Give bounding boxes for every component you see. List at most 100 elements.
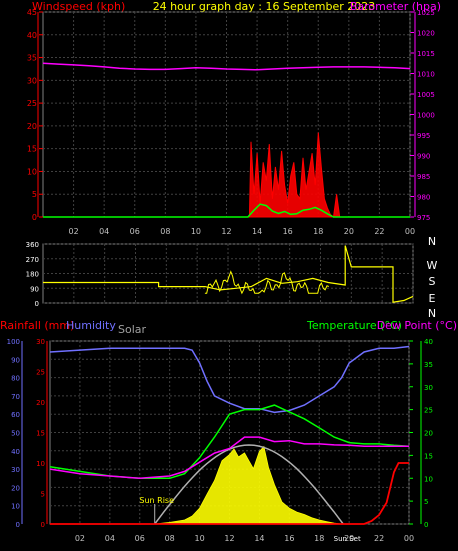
windspeed-tick-label: 45 (27, 8, 37, 17)
rain-tick-label: 0 (41, 521, 45, 529)
x-tick-label: 02 (75, 534, 85, 543)
rain-tick-label: 10 (36, 460, 45, 468)
windspeed-tick-label: 20 (27, 122, 37, 131)
humidity-tick-label: 10 (11, 503, 20, 511)
temperature-tick-label: 35 (424, 361, 433, 369)
humidity-tick-label: 60 (11, 411, 20, 419)
barometer-tick-label: 1025 (417, 9, 435, 17)
windspeed-series (43, 132, 410, 218)
x-tick-label: 14 (254, 534, 264, 543)
direction-variability-series (204, 270, 329, 295)
compass-label: E (429, 292, 436, 305)
direction-tick-label: 180 (26, 271, 39, 279)
temperature-tick-label: 20 (424, 430, 433, 438)
x-tick-label: 04 (105, 534, 115, 543)
barometer-tick-label: 1020 (417, 30, 435, 38)
x-tick-label: 20 (344, 534, 354, 543)
compass-label: N (428, 307, 436, 320)
rainfall-axis-label: Rainfall (mm) (0, 319, 74, 332)
barometer-axis-label: Barometer (hpa) (350, 0, 441, 13)
temperature-tick-label: 40 (424, 338, 433, 346)
rain-tick-label: 5 (41, 491, 45, 499)
dewpoint-series (49, 436, 409, 480)
chart-title: 24 hour graph day : 16 September 2023 (153, 0, 376, 13)
windspeed-axis-label: Windspeed (kph) (32, 0, 125, 13)
barometer-tick-label: 995 (417, 132, 430, 140)
temperature-tick-label: 5 (424, 498, 428, 506)
x-tick-label: 00 (405, 227, 415, 236)
x-tick-label: 18 (314, 534, 324, 543)
compass-label: W (427, 259, 438, 272)
x-tick-label: 16 (284, 534, 294, 543)
humidity-tick-label: 50 (11, 430, 20, 438)
windspeed-tick-label: 40 (27, 31, 37, 40)
windspeed-tick-label: 25 (27, 99, 37, 108)
temperature-tick-label: 0 (424, 521, 428, 529)
x-tick-label: 08 (165, 534, 175, 543)
windspeed-tick-label: 30 (27, 76, 37, 85)
barometer-tick-label: 1015 (417, 50, 435, 58)
temperature-axis-label: Temperature (°C) (306, 319, 402, 332)
humidity-tick-label: 30 (11, 466, 20, 474)
solar-series (154, 445, 342, 525)
direction-series (43, 245, 414, 303)
x-tick-label: 06 (130, 227, 140, 236)
barometer-tick-label: 1005 (417, 91, 435, 99)
wind-barometer-plot: 0510152025303540459759809859909951000100… (27, 8, 435, 236)
x-tick-label: 10 (194, 534, 204, 543)
x-tick-label: 20 (344, 227, 354, 236)
humidity-axis-label: Humidity (66, 319, 116, 332)
humidity-series (49, 345, 410, 414)
humidity-tick-label: 80 (11, 375, 20, 383)
sun-curve-series (154, 444, 344, 525)
humidity-tick-label: 20 (11, 484, 20, 492)
temperature-humidity-plot: 0102030405060708090100051015202530051015… (7, 338, 433, 543)
barometer-tick-label: 985 (417, 173, 430, 181)
x-tick-label: 18 (313, 227, 323, 236)
barometer-series (42, 62, 411, 71)
humidity-tick-label: 40 (11, 448, 20, 456)
dewpoint-axis-label: Dew Point (°C) (377, 319, 457, 332)
rainfall-series (50, 462, 409, 525)
compass-label: S (429, 275, 436, 288)
x-tick-label: 00 (404, 534, 414, 543)
barometer-tick-label: 975 (417, 214, 430, 222)
barometer-tick-label: 990 (417, 153, 430, 161)
direction-tick-label: 270 (26, 256, 39, 264)
humidity-tick-label: 0 (16, 521, 20, 529)
wind-average-series (43, 203, 410, 218)
windspeed-tick-label: 35 (27, 54, 37, 63)
direction-tick-label: 0 (35, 300, 39, 308)
windspeed-tick-label: 0 (32, 213, 37, 222)
humidity-tick-label: 70 (11, 393, 20, 401)
compass-label: N (428, 235, 436, 248)
barometer-tick-label: 980 (417, 194, 430, 202)
barometer-tick-label: 1010 (417, 71, 435, 79)
windspeed-tick-label: 10 (27, 167, 37, 176)
direction-tick-label: 90 (30, 285, 39, 293)
barometer-tick-label: 1000 (417, 112, 435, 120)
x-tick-label: 08 (160, 227, 170, 236)
rain-tick-label: 15 (36, 430, 45, 438)
direction-tick-label: 360 (26, 241, 39, 249)
x-tick-label: 12 (224, 534, 234, 543)
solar-axis-label: Solar (118, 323, 147, 336)
temperature-tick-label: 25 (424, 407, 433, 415)
x-tick-label: 02 (68, 227, 78, 236)
windspeed-tick-label: 15 (27, 145, 37, 154)
sun-rise-label: Sun Rise (139, 496, 174, 505)
temperature-tick-label: 15 (424, 452, 433, 460)
rain-tick-label: 20 (36, 399, 45, 407)
x-tick-label: 16 (283, 227, 293, 236)
x-tick-label: 10 (191, 227, 201, 236)
temperature-tick-label: 10 (424, 475, 433, 483)
humidity-tick-label: 100 (7, 338, 20, 346)
temperature-tick-label: 30 (424, 384, 433, 392)
x-tick-label: 04 (99, 227, 109, 236)
x-tick-label: 12 (221, 227, 231, 236)
temperature-series (49, 404, 410, 480)
x-tick-label: 22 (374, 227, 384, 236)
x-tick-label: 14 (252, 227, 262, 236)
